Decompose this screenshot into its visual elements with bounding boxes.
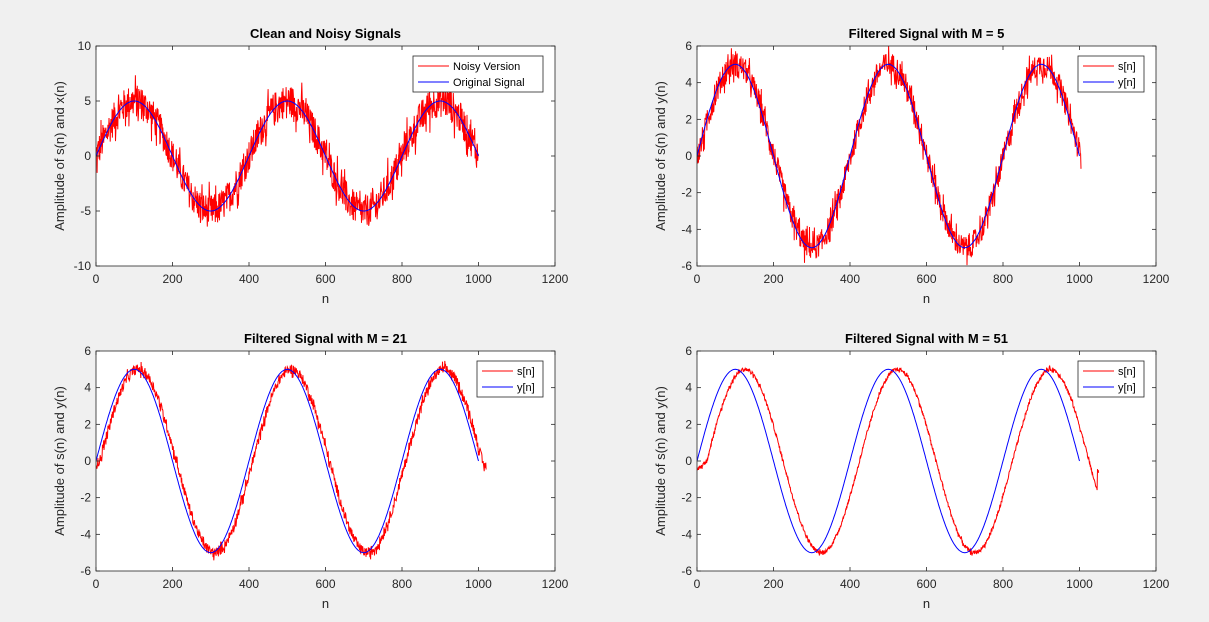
y-tick-label: 0 <box>685 149 692 163</box>
x-tick-label: 1000 <box>1066 577 1093 591</box>
y-tick-label: 0 <box>84 149 91 163</box>
y-axis-label: Amplitude of s(n) and y(n) <box>653 386 668 536</box>
x-tick-label: 1200 <box>542 577 569 591</box>
y-tick-label: 6 <box>84 344 91 358</box>
x-tick-label: 800 <box>392 272 412 286</box>
legend-label: y[n] <box>1118 382 1136 394</box>
legend-label: s[n] <box>1118 61 1136 73</box>
legend-label: Original Signal <box>453 77 525 89</box>
x-tick-label: 0 <box>93 272 100 286</box>
y-tick-label: -5 <box>80 204 91 218</box>
x-tick-label: 400 <box>239 272 259 286</box>
x-tick-label: 1200 <box>1143 577 1170 591</box>
series-line-red <box>96 360 487 561</box>
y-tick-label: 6 <box>685 39 692 53</box>
x-tick-label: 400 <box>239 577 259 591</box>
series-line-blue <box>697 63 1080 249</box>
x-axis-label: n <box>322 291 329 306</box>
legend-box <box>1077 360 1145 398</box>
x-tick-label: 400 <box>840 577 860 591</box>
x-tick-label: 600 <box>916 577 936 591</box>
subplot-4: 0 200 400 600 800 1000 1200 -6 -4 -2 0 2 4 6 Filtered … <box>653 331 1170 611</box>
x-tick-label: 0 <box>694 577 701 591</box>
y-tick-label: -2 <box>681 491 692 505</box>
x-tick-label: 0 <box>694 272 701 286</box>
chart-title: Filtered Signal with M = 21 <box>244 331 407 346</box>
x-tick-label: 0 <box>93 577 100 591</box>
y-tick-label: 0 <box>84 454 91 468</box>
y-tick-label: -6 <box>681 564 692 578</box>
y-tick-label: -2 <box>681 186 692 200</box>
x-tick-label: 800 <box>993 577 1013 591</box>
x-tick-label: 600 <box>916 272 936 286</box>
legend-label: y[n] <box>1118 77 1136 89</box>
series-line-blue <box>96 100 479 212</box>
x-axis-label: n <box>322 596 329 611</box>
series-line-blue <box>96 368 479 554</box>
x-tick-label: 600 <box>315 272 335 286</box>
y-tick-label: -6 <box>80 564 91 578</box>
x-tick-label: 1000 <box>1066 272 1093 286</box>
legend-box <box>412 55 544 93</box>
y-tick-label: 10 <box>78 39 92 53</box>
y-tick-label: 5 <box>84 94 91 108</box>
y-tick-label: -4 <box>681 527 692 541</box>
y-tick-label: 4 <box>685 381 692 395</box>
y-axis-label: Amplitude of s(n) and y(n) <box>653 81 668 231</box>
series-line-red <box>697 364 1100 556</box>
y-tick-label: -10 <box>74 259 92 273</box>
x-tick-label: 800 <box>392 577 412 591</box>
series-line-blue <box>697 368 1080 554</box>
x-tick-label: 200 <box>162 272 182 286</box>
y-tick-label: 6 <box>685 344 692 358</box>
legend-label: Noisy Version <box>453 61 520 73</box>
chart-title: Clean and Noisy Signals <box>250 26 401 41</box>
x-tick-label: 1000 <box>465 272 492 286</box>
subplot-2: 0 200 400 600 800 1000 1200 -6 -4 -2 0 2 4 6 Filtered … <box>653 26 1170 306</box>
chart-title: Filtered Signal with M = 5 <box>849 26 1005 41</box>
y-tick-label: -4 <box>681 222 692 236</box>
x-tick-label: 800 <box>993 272 1013 286</box>
series-line-red <box>697 46 1082 266</box>
x-tick-label: 400 <box>840 272 860 286</box>
y-axis-label: Amplitude of s(n) and x(n) <box>52 81 67 231</box>
subplot-3: 0 200 400 600 800 1000 1200 -6 -4 -2 0 2 4 6 Filtered … <box>52 331 569 611</box>
x-tick-label: 1200 <box>542 272 569 286</box>
y-tick-label: -2 <box>80 491 91 505</box>
y-tick-label: 0 <box>685 454 692 468</box>
x-tick-label: 200 <box>162 577 182 591</box>
y-axis-label: Amplitude of s(n) and y(n) <box>52 386 67 536</box>
y-tick-label: 2 <box>84 417 91 431</box>
x-tick-label: 1200 <box>1143 272 1170 286</box>
x-tick-label: 200 <box>763 272 783 286</box>
legend-label: y[n] <box>517 382 535 394</box>
subplot-1: 0 200 400 600 800 1000 1200 -10 -5 0 5 10 Clean and … <box>52 26 569 306</box>
chart-title: Filtered Signal with M = 51 <box>845 331 1008 346</box>
x-tick-label: 200 <box>763 577 783 591</box>
y-tick-label: -4 <box>80 527 91 541</box>
x-axis-label: n <box>923 596 930 611</box>
x-axis-label: n <box>923 291 930 306</box>
legend-label: s[n] <box>1118 366 1136 378</box>
y-tick-label: -6 <box>681 259 692 273</box>
x-tick-label: 1000 <box>465 577 492 591</box>
legend-box <box>1077 55 1145 93</box>
y-tick-label: 4 <box>84 381 91 395</box>
legend-box <box>476 360 544 398</box>
y-tick-label: 2 <box>685 112 692 126</box>
legend-label: s[n] <box>517 366 535 378</box>
x-tick-label: 600 <box>315 577 335 591</box>
y-tick-label: 2 <box>685 417 692 431</box>
y-tick-label: 4 <box>685 76 692 90</box>
